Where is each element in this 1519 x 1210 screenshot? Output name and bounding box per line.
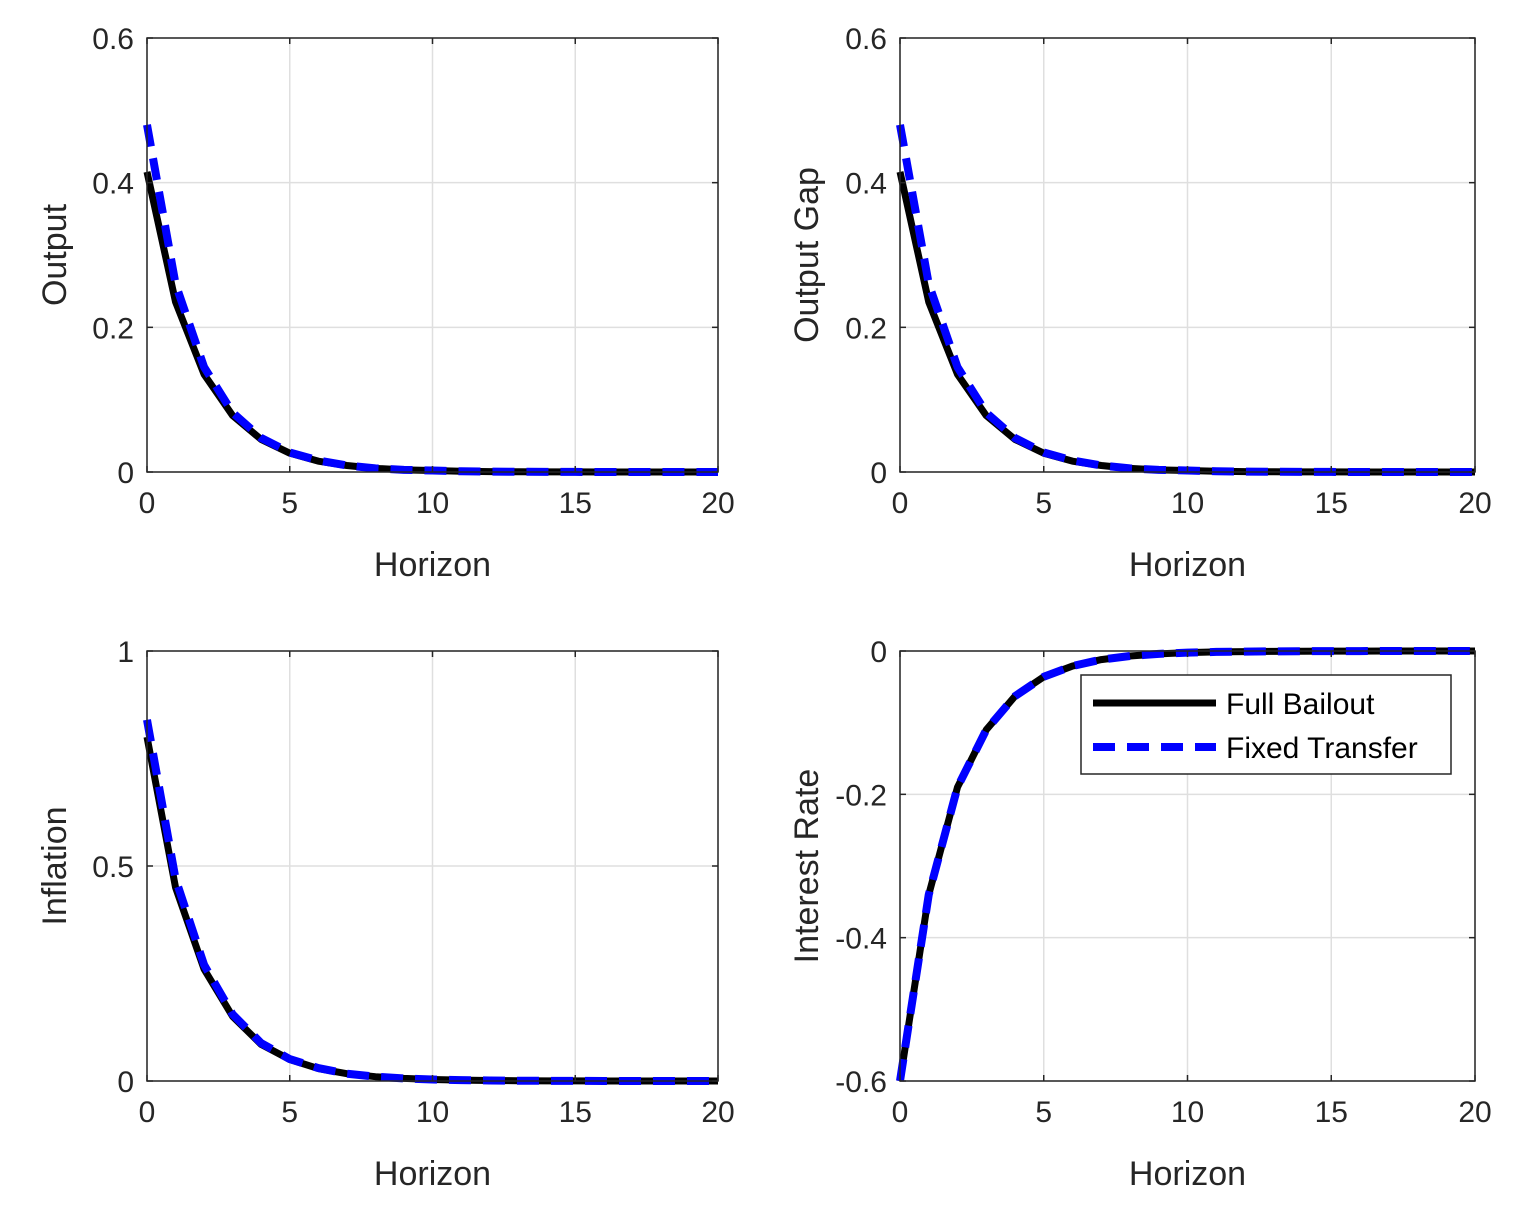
chart-panel-4: 0 5 10 15 20 -0.6 -0.4 -0.2 0 Horizon Interest Rat…	[788, 636, 1492, 1193]
x-tick-label: 10	[1171, 487, 1204, 520]
x-axis-label: Horizon	[374, 546, 491, 584]
chart-panel-1: 0 5 10 15 20 0 0.2 0.4 0.6 Horizon Output	[36, 23, 735, 584]
x-tick-label: 15	[559, 487, 592, 520]
y-tick-label: 0.2	[92, 312, 134, 345]
y-tick-label: 0	[117, 457, 134, 490]
x-tick-label: 5	[281, 487, 298, 520]
y-tick-label: 0.6	[92, 23, 134, 56]
x-axis-label: Horizon	[1129, 546, 1246, 584]
x-tick-label: 10	[1171, 1096, 1204, 1129]
legend: Full Bailout Fixed Transfer	[1080, 674, 1452, 775]
x-tick-label: 5	[281, 1096, 298, 1129]
x-tick-label: 5	[1035, 487, 1052, 520]
x-tick-label: 20	[1458, 1096, 1491, 1129]
y-tick-label: 1	[117, 636, 134, 669]
y-axis-label: Interest Rate	[788, 769, 826, 964]
y-tick-label: 0.6	[845, 23, 887, 56]
legend-label-full-bailout: Full Bailout	[1226, 688, 1375, 721]
y-tick-label: 0.4	[845, 168, 887, 201]
y-tick-label: 0.5	[92, 851, 134, 884]
x-tick-label: 15	[1315, 487, 1348, 520]
x-tick-label: 10	[416, 1096, 449, 1129]
y-tick-label: 0	[870, 636, 887, 669]
x-tick-label: 20	[1458, 487, 1491, 520]
y-axis-label: Output	[36, 203, 74, 306]
x-axis-label: Horizon	[374, 1155, 491, 1193]
x-tick-label: 0	[892, 487, 909, 520]
x-tick-label: 20	[701, 487, 734, 520]
x-tick-label: 0	[139, 487, 156, 520]
legend-box	[1080, 674, 1452, 775]
y-tick-label: 0.2	[845, 312, 887, 345]
x-tick-label: 0	[139, 1096, 156, 1129]
y-tick-label: -0.4	[835, 923, 887, 956]
y-axis-label: Inflation	[36, 806, 74, 925]
y-tick-label: 0.4	[92, 168, 134, 201]
x-tick-label: 15	[1315, 1096, 1348, 1129]
x-axis-label: Horizon	[1129, 1155, 1246, 1193]
y-tick-label: -0.6	[835, 1066, 887, 1099]
y-tick-label: -0.2	[835, 779, 887, 812]
y-axis-label: Output Gap	[788, 167, 826, 343]
y-tick-label: 0	[870, 457, 887, 490]
x-tick-label: 20	[701, 1096, 734, 1129]
x-tick-label: 10	[416, 487, 449, 520]
chart-panel-2: 0 5 10 15 20 0 0.2 0.4 0.6 Horizon Output Gap	[788, 23, 1492, 584]
x-tick-label: 0	[892, 1096, 909, 1129]
y-tick-label: 0	[117, 1066, 134, 1099]
x-tick-label: 15	[559, 1096, 592, 1129]
legend-label-fixed-transfer: Fixed Transfer	[1226, 732, 1418, 765]
chart-panel-3: 0 5 10 15 20 0 0.5 1 Horizon Inflation	[36, 636, 735, 1193]
x-tick-label: 5	[1035, 1096, 1052, 1129]
